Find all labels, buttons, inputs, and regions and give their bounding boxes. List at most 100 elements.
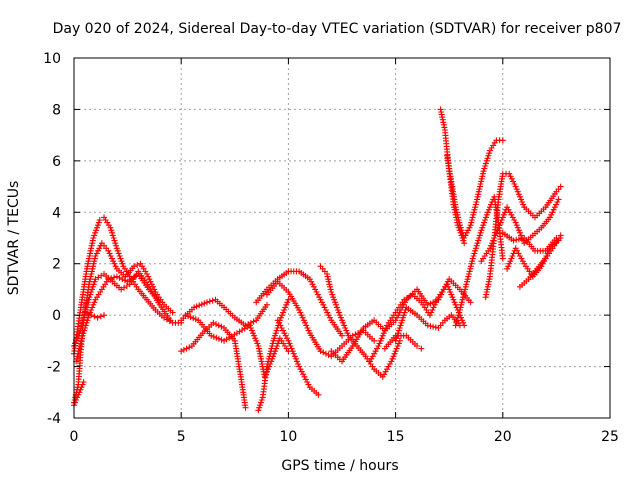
interpolated-point: [327, 283, 334, 290]
interpolated-point: [271, 335, 278, 342]
interpolated-point: [492, 232, 499, 239]
data-point: [143, 271, 150, 277]
interpolated-point: [456, 219, 463, 226]
interpolated-point: [117, 255, 124, 262]
interpolated-point: [451, 299, 458, 306]
interpolated-point: [111, 237, 118, 244]
interpolated-point: [335, 309, 342, 316]
data-point: [424, 322, 431, 329]
interpolated-point: [108, 275, 115, 282]
interpolated-point: [482, 163, 489, 169]
interpolated-point: [470, 211, 477, 218]
interpolated-point: [286, 340, 293, 347]
interpolated-point: [497, 219, 504, 226]
interpolated-point: [291, 353, 298, 360]
interpolated-point: [467, 265, 474, 272]
interpolated-point: [507, 258, 514, 265]
interpolated-point: [465, 271, 472, 277]
interpolated-point: [392, 348, 399, 355]
interpolated-point: [553, 201, 560, 208]
interpolated-point: [88, 268, 95, 275]
interpolated-point: [304, 379, 311, 385]
interpolated-point: [378, 335, 385, 342]
interpolated-point: [461, 289, 468, 295]
interpolated-point: [213, 321, 220, 328]
interpolated-point: [549, 209, 556, 216]
interpolated-point: [90, 301, 97, 308]
interpolated-point: [341, 322, 348, 329]
interpolated-point: [273, 327, 280, 334]
interpolated-point: [453, 319, 460, 326]
data-point: [178, 348, 185, 355]
interpolated-point: [278, 312, 285, 319]
interpolated-point: [218, 323, 225, 330]
data-point: [317, 296, 324, 303]
data-point: [315, 391, 322, 398]
interpolated-point: [462, 283, 469, 290]
interpolated-point: [510, 178, 517, 185]
interpolated-point: [372, 348, 379, 355]
interpolated-point: [83, 319, 90, 326]
interpolated-point: [147, 278, 154, 285]
interpolated-point: [511, 181, 518, 187]
interpolated-point: [460, 294, 467, 301]
data-point: [296, 363, 303, 370]
interpolated-point: [88, 271, 95, 277]
interpolated-point: [548, 211, 555, 218]
interpolated-point: [430, 304, 437, 311]
data-point: [375, 343, 382, 349]
interpolated-point: [218, 336, 225, 343]
data-point: [92, 253, 99, 259]
interpolated-point: [453, 206, 460, 213]
interpolated-point: [93, 227, 100, 234]
interpolated-point: [380, 330, 387, 337]
interpolated-point: [282, 304, 289, 311]
interpolated-point: [479, 173, 486, 180]
interpolated-point: [450, 296, 457, 303]
series-track-11: [253, 268, 345, 339]
interpolated-point: [519, 199, 526, 205]
y-tick-label: 10: [43, 51, 61, 67]
interpolated-point: [478, 175, 485, 182]
interpolated-point: [325, 278, 332, 285]
interpolated-point: [505, 263, 512, 270]
data-point: [474, 196, 481, 203]
y-tick-label: 8: [52, 102, 61, 118]
interpolated-point: [463, 278, 470, 285]
interpolated-point: [316, 294, 323, 301]
data-point: [461, 235, 468, 241]
interpolated-point: [95, 219, 102, 226]
interpolated-point: [430, 323, 437, 330]
interpolated-point: [186, 344, 193, 351]
interpolated-point: [93, 250, 100, 257]
interpolated-point: [395, 327, 402, 334]
data-point: [317, 348, 324, 355]
interpolated-point: [110, 235, 117, 241]
interpolated-point: [268, 345, 275, 352]
interpolated-point: [496, 222, 503, 229]
interpolated-point: [509, 214, 516, 221]
interpolated-point: [518, 235, 525, 242]
interpolated-point: [107, 253, 114, 259]
interpolated-point: [462, 232, 469, 239]
data-point: [444, 281, 451, 288]
data-points: [71, 106, 564, 414]
data-point: [88, 312, 95, 319]
interpolated-point: [90, 263, 97, 270]
interpolated-point: [515, 236, 522, 243]
interpolated-point: [374, 345, 381, 352]
interpolated-point: [455, 312, 462, 319]
plot-frame: [73, 57, 611, 419]
interpolated-point: [513, 222, 520, 229]
chart-title: Day 020 of 2024, Sidereal Day-to-day VTE…: [53, 21, 622, 37]
data-point: [270, 337, 277, 344]
interpolated-point: [467, 263, 474, 270]
data-point: [504, 204, 511, 211]
interpolated-point: [251, 332, 258, 339]
interpolated-point: [89, 283, 96, 290]
data-point: [74, 394, 81, 401]
interpolated-point: [72, 340, 79, 347]
data-point: [131, 263, 138, 270]
interpolated-point: [325, 312, 332, 319]
interpolated-point: [209, 297, 216, 304]
